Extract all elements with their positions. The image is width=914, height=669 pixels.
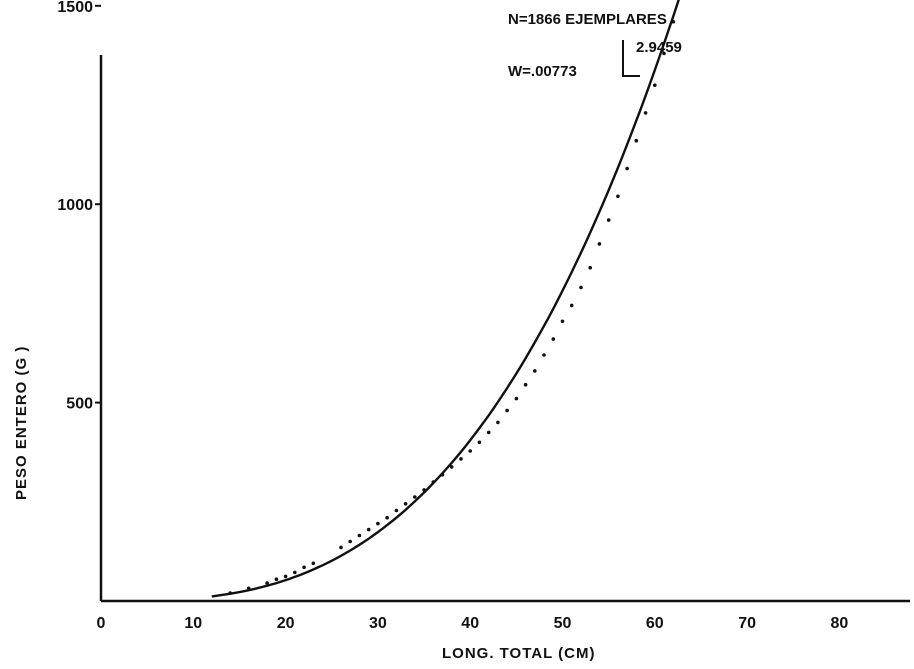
data-point <box>542 353 546 357</box>
data-point <box>413 495 417 499</box>
x-tick-label: 50 <box>554 615 572 632</box>
y-tick-label: 500 <box>66 396 93 413</box>
x-tick-label: 0 <box>97 615 106 632</box>
x-tick-label: 60 <box>646 615 664 632</box>
x-axis-title: LONG. TOTAL (CM) <box>442 645 595 662</box>
data-point <box>302 565 306 570</box>
annotation-exponent: 2.9459 <box>636 39 682 56</box>
data-point <box>366 527 371 532</box>
data-point <box>357 533 362 538</box>
data-point <box>662 51 666 56</box>
annotation-n: N=1866 EJEMPLARES <box>508 11 667 28</box>
x-tick-label: 10 <box>184 615 202 632</box>
data-point <box>653 83 657 87</box>
data-point <box>449 465 454 469</box>
data-point <box>569 303 574 308</box>
x-ticks: 0 10 20 30 40 50 60 70 80 <box>97 615 849 632</box>
data-point <box>376 521 380 526</box>
data-point <box>588 265 592 270</box>
data-point <box>505 408 509 413</box>
y-tick-label: 1500 <box>57 0 93 16</box>
data-point <box>274 577 279 581</box>
data-point <box>348 539 353 544</box>
annotation-bracket <box>622 40 640 77</box>
data-point <box>394 508 399 513</box>
data-point <box>560 319 565 324</box>
y-axis-title: PESO ENTERO (G ) <box>13 346 30 500</box>
axes <box>99 55 910 603</box>
data-point <box>283 574 288 579</box>
data-point <box>477 440 482 445</box>
annotation-w: W=.00773 <box>508 63 577 80</box>
data-point <box>597 242 602 246</box>
x-tick-label: 30 <box>369 615 387 632</box>
data-point <box>625 166 629 171</box>
data-point <box>311 561 316 566</box>
y-ticks: 5001000150020002500 <box>57 0 101 413</box>
x-tick-label: 40 <box>461 615 479 632</box>
x-tick-label: 70 <box>738 615 756 632</box>
data-point <box>468 449 473 453</box>
data-point <box>616 194 620 199</box>
data-point <box>486 430 491 435</box>
data-point <box>339 545 343 550</box>
data-point <box>385 515 389 520</box>
data-point <box>634 138 639 143</box>
data-point <box>514 396 519 401</box>
data-points <box>228 19 676 595</box>
data-point <box>523 382 528 387</box>
data-point <box>403 502 408 506</box>
data-point <box>293 570 297 575</box>
data-point <box>496 420 500 425</box>
data-point <box>643 111 648 115</box>
y-tick-label: 1000 <box>57 197 93 214</box>
data-point <box>265 581 269 585</box>
data-point <box>459 457 463 461</box>
data-point <box>579 285 583 290</box>
fit-curve <box>211 0 680 598</box>
data-point <box>551 337 556 341</box>
x-tick-label: 20 <box>277 615 295 632</box>
data-point <box>533 369 537 373</box>
data-point <box>606 218 611 222</box>
x-tick-label: 80 <box>831 615 849 632</box>
